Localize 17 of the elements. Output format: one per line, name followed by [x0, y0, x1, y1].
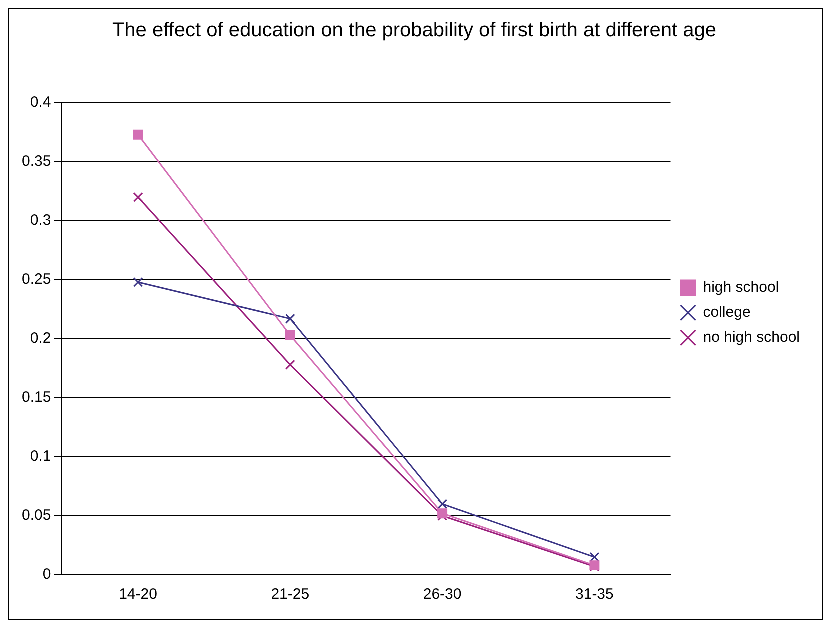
y-tick-label: 0	[42, 566, 52, 584]
y-tick-label: 0.35	[22, 153, 52, 170]
x-tick-label: 31-35	[576, 586, 614, 604]
y-tick-label: 0.05	[22, 507, 52, 524]
x-tick-label: 21-25	[271, 586, 310, 604]
chart-title: The effect of education on the probability of first birth at different age	[112, 20, 717, 42]
legend-label: high school	[703, 279, 780, 296]
y-tick-label: 0.25	[22, 271, 52, 288]
y-tick-label: 0.1	[30, 448, 52, 466]
legend-label: no high school	[703, 329, 800, 346]
x-tick-label: 14-20	[119, 586, 158, 604]
y-tick-label: 0.2	[30, 330, 52, 348]
y-tick-label: 0.3	[30, 212, 52, 230]
x-tick-label: 26-30	[423, 586, 462, 604]
y-tick-label: 0.15	[22, 389, 52, 406]
legend-label: college	[703, 304, 751, 322]
y-tick-label: 0.4	[30, 94, 52, 112]
